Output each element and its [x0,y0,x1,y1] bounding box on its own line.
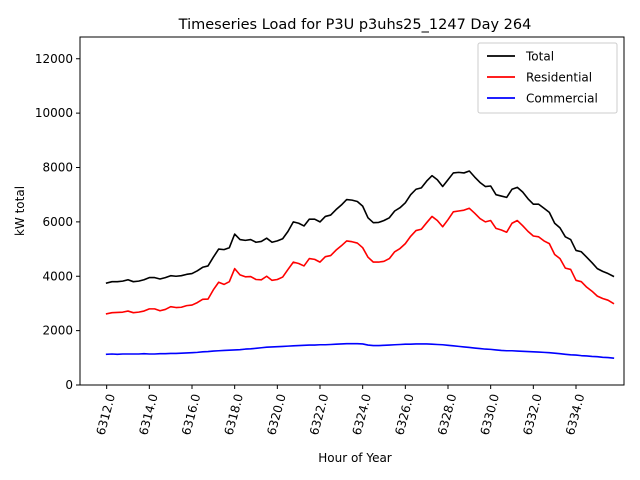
series-line-residential [105,207,615,315]
y-axis-ticks: 0 2000 4000 6000 8000 10000 12000 [35,52,80,392]
series-line-total [105,170,615,285]
legend-label-commercial: Commercial [526,92,598,106]
legend-label-residential: Residential [526,71,592,85]
y-tick-label: 0 [65,378,73,392]
y-tick-label: 2000 [42,324,73,338]
series-line-commercial [105,342,615,359]
y-tick-label: 10000 [35,106,73,120]
axes-layer [79,36,625,386]
y-tick-label: 12000 [35,52,73,66]
chart-title: Timeseries Load for P3U p3uhs25_1247 Day… [178,17,532,33]
legend-label-total: Total [525,50,554,64]
legend-box [477,42,618,114]
y-axis-label: kW total [13,186,27,236]
y-tick-label: 8000 [42,161,73,175]
y-tick-label: 4000 [42,269,73,283]
series-layer [105,170,615,359]
x-axis-label: Hour of Year [318,451,392,465]
legend: Total Residential Commercial [477,42,618,114]
plot-frame [79,36,625,386]
y-tick-label: 6000 [42,215,73,229]
